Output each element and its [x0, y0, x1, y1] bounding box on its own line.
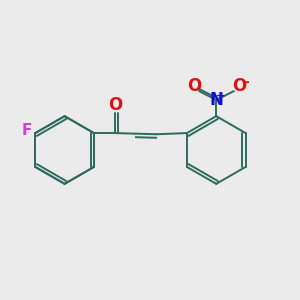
Text: +: +: [216, 91, 225, 100]
Text: O: O: [187, 77, 201, 95]
Text: -: -: [243, 75, 249, 89]
Text: F: F: [22, 123, 32, 138]
Text: N: N: [209, 91, 223, 109]
Text: O: O: [232, 77, 246, 95]
Text: O: O: [108, 96, 123, 114]
